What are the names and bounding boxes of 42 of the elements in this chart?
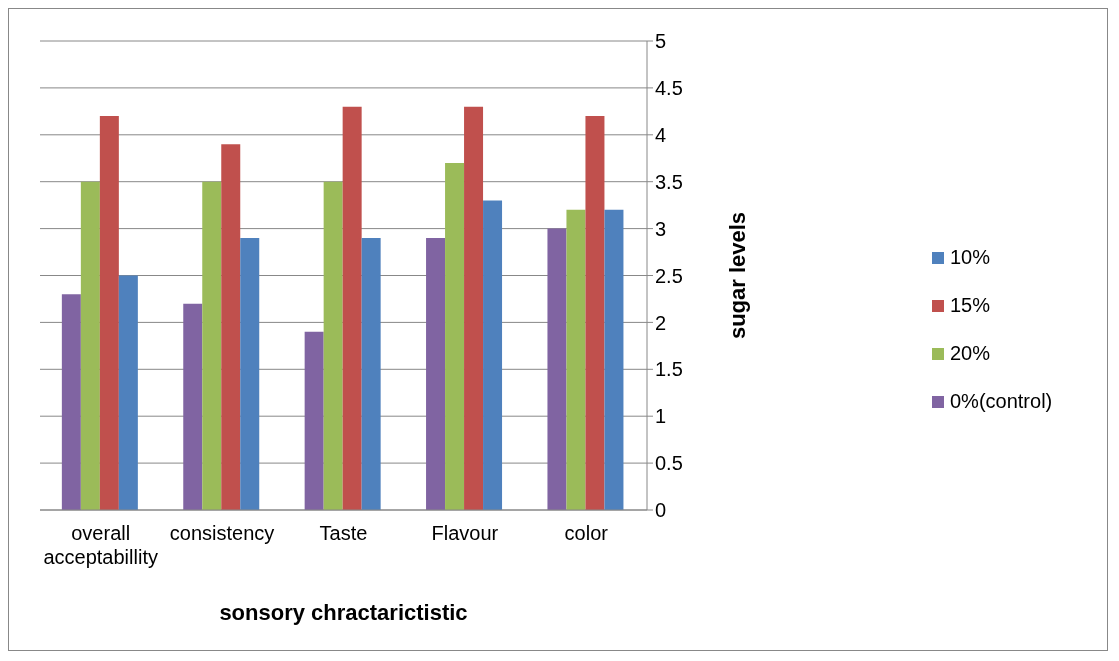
bar [80,181,100,510]
bar [304,331,324,510]
y-tick-label: 2 [655,311,667,334]
bar [240,237,260,510]
bar [61,294,81,510]
bar [426,237,446,510]
x-axis-title: sonsory chractarictistic [219,600,468,625]
y-tick-label: 0 [655,499,667,522]
x-tick-label: color [564,522,609,544]
y-tick-label: 0.5 [655,452,683,475]
bar [547,228,567,510]
y-tick-label: 3 [655,217,667,240]
bar [342,106,362,510]
bar [118,275,138,510]
bar [323,181,343,510]
bar [221,144,241,510]
y-tick-label: 4.5 [655,77,683,99]
bar [483,200,503,510]
bar [464,106,484,510]
bar [445,162,465,510]
x-tick-label: Flavour [431,522,499,544]
y-tick-label: 2.5 [655,264,683,287]
y-axis-title: sugar levels [724,211,750,340]
y-tick-label: 1 [655,405,667,428]
x-tick-label: Taste [319,522,368,544]
bar [361,237,381,510]
bar [183,303,203,510]
y-tick-label: 1.5 [655,358,683,381]
bar [585,116,605,510]
bar [604,209,624,510]
x-tick-label: overall acceptabillity [43,522,158,568]
y-tick-label: 5 [655,30,667,53]
legend-label: 15% [950,294,991,317]
x-tick-label: consistency [169,522,275,544]
bar [202,181,222,510]
bar [99,116,119,510]
legend-label: 20% [950,342,991,365]
bar [566,209,586,510]
legend-label: 0%(control) [950,390,1053,413]
legend-label: 10% [950,246,991,269]
y-tick-label: 3.5 [655,170,683,193]
y-tick-label: 4 [655,123,667,146]
